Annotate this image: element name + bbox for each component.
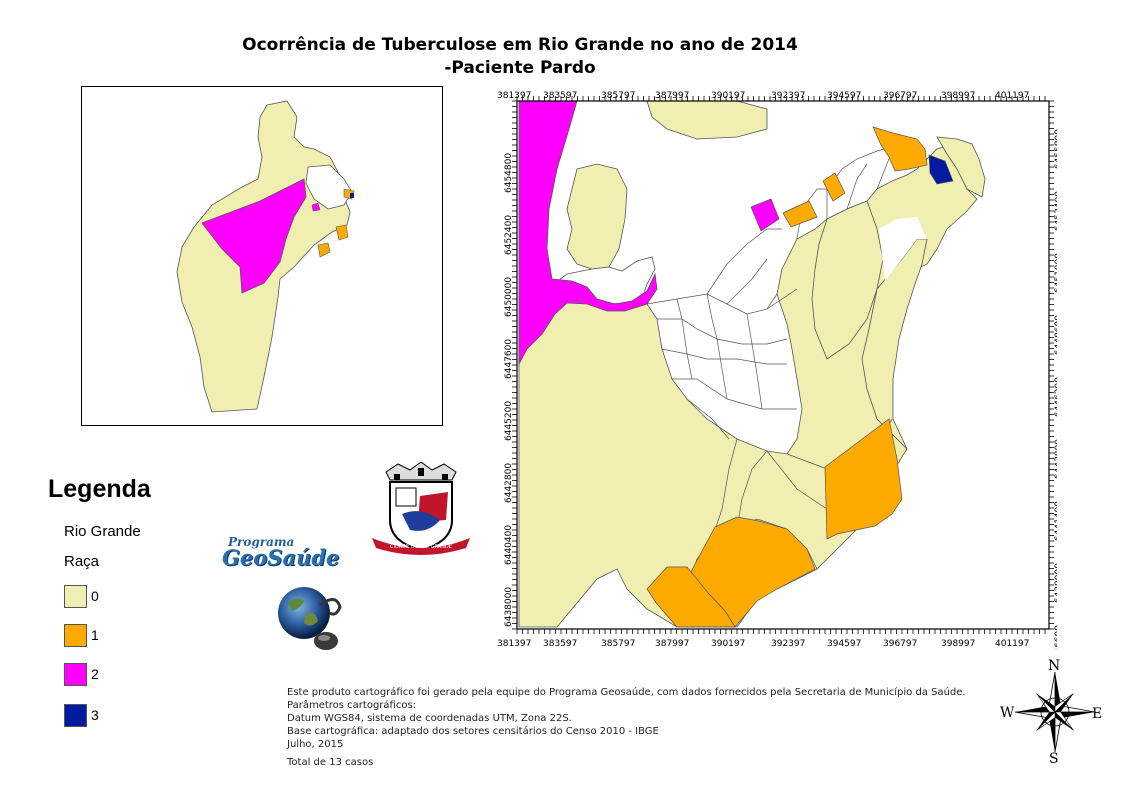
legend-label-2: 2 — [91, 666, 99, 682]
overview-lagoon — [305, 164, 353, 210]
sector-northeast-tip — [936, 136, 986, 198]
overview-region-orange-1 — [317, 242, 331, 258]
compass-n: N — [1048, 658, 1060, 674]
x-tick-bottom: 392397 — [771, 639, 805, 649]
sector-class1-strip-2 — [782, 200, 818, 228]
y-tick-right: 6436600 — [1054, 625, 1057, 649]
overview-region-pink — [201, 178, 307, 294]
y-tick-right: 6451000 — [1054, 253, 1057, 293]
legend-label-3: 3 — [91, 707, 99, 723]
tick-labels: 381397 383597 385797 387997 390197 39239… — [497, 91, 1057, 649]
geosaude-logo-top: Programa — [228, 535, 295, 549]
legend-label-0: 0 — [91, 588, 99, 604]
legend-swatch-0 — [64, 585, 87, 608]
map-title: Ocorrência de Tuberculose em Rio Grande … — [180, 34, 860, 80]
overview-region-orange-2 — [335, 224, 349, 241]
sector-class1-strip-1 — [822, 172, 846, 202]
y-tick-left: 6450000 — [504, 277, 514, 317]
overview-map-svg — [176, 100, 355, 413]
x-tick-top: 394597 — [827, 91, 861, 101]
sector-central-east — [811, 200, 884, 360]
x-tick-top: 387997 — [655, 91, 689, 101]
x-tick-top: 383597 — [543, 91, 577, 101]
x-tick-bottom: 396797 — [883, 639, 917, 649]
y-tick-left: 6447600 — [504, 339, 514, 379]
graticule-ticks — [512, 96, 1054, 634]
x-tick-bottom: 398997 — [941, 639, 975, 649]
y-tick-right: 6453400 — [1054, 191, 1057, 231]
globe-mouse-icon — [278, 587, 342, 650]
y-tick-right: 6446200 — [1054, 377, 1057, 417]
note-line-2: Parâmetros cartográficos: — [287, 700, 417, 711]
legend-swatch-1 — [64, 624, 87, 647]
x-tick-bottom: 381397 — [497, 639, 531, 649]
legend-heading: Legenda — [48, 475, 151, 503]
y-tick-left: 6454800 — [504, 153, 514, 193]
x-tick-bottom: 390197 — [711, 639, 745, 649]
x-tick-bottom: 387997 — [655, 639, 689, 649]
x-tick-top: 396797 — [883, 91, 917, 101]
note-line-5: Julho, 2015 — [287, 739, 344, 750]
y-tick-left: 6445200 — [504, 401, 514, 441]
sector-class2-east — [750, 198, 780, 232]
x-tick-top: 381397 — [497, 91, 531, 101]
x-tick-top: 385797 — [601, 91, 635, 101]
x-tick-bottom: 383597 — [543, 639, 577, 649]
y-tick-left: 6440400 — [504, 525, 514, 565]
x-tick-top: 398997 — [941, 91, 975, 101]
main-map: 381397 383597 385797 387997 390197 39239… — [497, 91, 1057, 649]
sector-class1-ne — [872, 126, 928, 172]
geosaude-logo-name: GeoSaúde — [222, 545, 340, 570]
sector-class1-southeast — [824, 418, 903, 540]
total-cases: Total de 13 casos — [287, 757, 374, 768]
x-tick-bottom: 401197 — [995, 639, 1029, 649]
note-line-4: Base cartográfica: adaptado dos setores … — [287, 726, 659, 737]
y-tick-right: 6443800 — [1054, 439, 1057, 479]
compass-rose-icon: N S E W — [1000, 658, 1102, 767]
x-tick-bottom: 385797 — [601, 639, 635, 649]
seal-ribbon-text: CIDADE DO RIO GRANDE — [390, 544, 452, 550]
x-tick-top: 401197 — [995, 91, 1029, 101]
legend-label-1: 1 — [91, 627, 99, 643]
compass-e: E — [1092, 706, 1102, 722]
compass-w: W — [1000, 705, 1015, 721]
y-tick-left: 6442800 — [504, 463, 514, 503]
note-line-3: Datum WGS84, sistema de coordenadas UTM,… — [287, 713, 572, 724]
map-notes: Este produto cartográfico foi gerado pel… — [287, 686, 1007, 751]
x-tick-top: 392397 — [771, 91, 805, 101]
water-channel — [879, 217, 927, 281]
y-tick-left: 6452400 — [504, 215, 514, 255]
sector-class1-southwest — [646, 566, 736, 628]
sector-north-top — [646, 100, 768, 140]
y-tick-right: 6448600 — [1054, 315, 1057, 355]
x-tick-top: 390197 — [711, 91, 745, 101]
legend-field-name: Raça — [64, 553, 100, 570]
legend-swatch-2 — [64, 663, 87, 686]
overview-map — [81, 86, 443, 426]
overview-region-pink-small — [311, 202, 321, 212]
legend-layer-name: Rio Grande — [64, 523, 141, 540]
legend-swatch-3 — [64, 704, 87, 727]
note-line-1: Este produto cartográfico foi gerado pel… — [287, 687, 966, 698]
overview-region-blue — [350, 193, 354, 198]
map-frame — [516, 100, 1050, 630]
sector-class2-west — [518, 100, 658, 365]
x-tick-bottom: 394597 — [827, 639, 861, 649]
title-line-1: Ocorrência de Tuberculose em Rio Grande … — [242, 35, 798, 55]
y-tick-left: 6438000 — [504, 587, 514, 627]
y-tick-right: 6455800 — [1054, 129, 1057, 169]
y-tick-right: 6441400 — [1054, 501, 1057, 541]
sector-class3 — [928, 154, 954, 185]
city-seal-icon: CIDADE DO RIO GRANDE — [372, 462, 470, 555]
title-line-2: -Paciente Pardo — [444, 58, 596, 78]
compass-s: S — [1049, 751, 1059, 767]
y-tick-right: 6439000 — [1054, 563, 1057, 603]
